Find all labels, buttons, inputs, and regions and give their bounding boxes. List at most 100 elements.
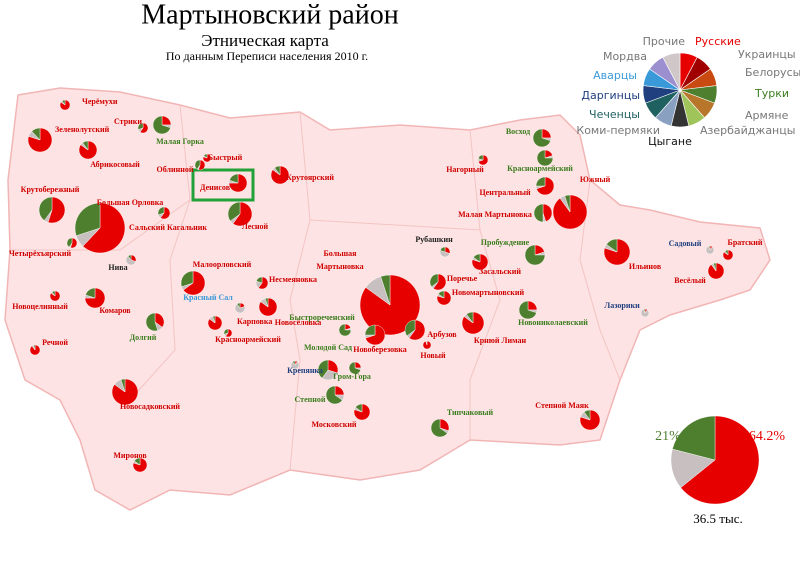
- settlement-label: Сальский Кагальник: [129, 223, 207, 232]
- settlement-label: Новомартыновский: [452, 288, 525, 297]
- pie-slice: [47, 196, 66, 224]
- settlement-label: Ильинов: [629, 262, 662, 271]
- pie-slice: [564, 194, 571, 213]
- pie-slice: [536, 149, 554, 167]
- pie-slice: [439, 246, 446, 253]
- pie-slice: [51, 290, 56, 297]
- pie-slice: [160, 206, 171, 220]
- pie-slice: [139, 122, 149, 134]
- settlement-label: Облинной: [157, 165, 194, 174]
- settlement-label: Малоорловский: [193, 260, 252, 269]
- pie-slice: [532, 128, 551, 148]
- pie-slice: [439, 250, 451, 258]
- pie-slice: [404, 319, 416, 337]
- pie-slice: [61, 99, 66, 106]
- pie-slice: [518, 300, 537, 320]
- settlement-label: Черёмухи: [82, 97, 118, 106]
- pie-slice: [724, 249, 729, 256]
- pie-slice: [258, 276, 269, 290]
- settlement-label: Несмеяновка: [269, 275, 317, 284]
- settlement-label: Новоберезовка: [353, 345, 407, 354]
- settlement-label: Арбузов: [427, 330, 457, 339]
- settlement-label: Новоцелинный: [12, 302, 68, 311]
- legend-label: Азербайджанцы: [700, 124, 795, 137]
- legend-label: Чеченцы: [589, 108, 640, 121]
- settlement-label: Новосёловка: [275, 318, 322, 327]
- settlement-label: Красноармейский: [215, 335, 281, 344]
- pie-slice: [364, 324, 376, 336]
- legend-label: Армяне: [745, 109, 789, 122]
- title: Мартыновский район: [141, 0, 398, 30]
- pie-slice: [203, 153, 208, 159]
- pie-slice: [713, 262, 717, 272]
- pie-slice: [430, 418, 448, 438]
- settlement-label: Денисов: [200, 183, 231, 192]
- pie-slice: [134, 457, 141, 466]
- settlement-label: Красный Сал: [183, 293, 233, 302]
- pie-slice: [325, 385, 343, 405]
- pie-slice: [433, 273, 447, 291]
- settlement-label: Большая Мартыновка: [316, 249, 363, 271]
- pie-slice: [225, 328, 233, 338]
- pie-slice: [477, 154, 484, 161]
- settlement-label: Крутоярский: [286, 173, 334, 182]
- legend-label: Аварцы: [593, 69, 637, 82]
- settlement-label: Крепянка: [287, 366, 323, 375]
- pie-slice: [31, 127, 41, 141]
- pie-slice: [408, 319, 426, 341]
- pie-slice: [425, 340, 428, 346]
- pie-slice: [157, 206, 165, 216]
- pie-slice: [429, 273, 439, 287]
- settlement-label: Долгий: [130, 333, 157, 342]
- total-turks-label: 21%: [655, 429, 681, 444]
- settlement-label: Лазорики: [604, 301, 640, 310]
- pie-slice: [212, 315, 216, 324]
- settlement-label: Речной: [42, 338, 68, 347]
- pie-slice: [471, 253, 489, 271]
- settlement-label: Рубашкин: [415, 235, 453, 244]
- pie-slice: [535, 176, 546, 187]
- settlement-label: Новосадковский: [120, 402, 180, 411]
- pie-slice: [583, 409, 591, 421]
- pie-slice: [606, 238, 618, 253]
- pie-slice: [120, 378, 126, 393]
- settlement-label: Быстрореченский: [289, 313, 355, 322]
- pie-slice: [228, 173, 248, 193]
- total-russian-label: 64.2%: [749, 429, 786, 444]
- pie-slice: [292, 360, 296, 366]
- pie-slice: [438, 290, 445, 299]
- settlement-label: Степной: [295, 395, 326, 404]
- pie-slice: [256, 276, 263, 284]
- pie-slice: [137, 122, 144, 130]
- settlement-label: Степной Маяк: [535, 401, 589, 410]
- pie-slice: [194, 159, 201, 170]
- settlement-label: Четырёхъярский: [9, 249, 72, 258]
- settlement-label: Карповка: [237, 317, 272, 326]
- settlement-label: Красноармейский: [507, 164, 573, 173]
- source: По данным Переписи населения 2010 г.: [166, 49, 368, 63]
- settlement-label: Молодой Сад: [304, 343, 352, 352]
- settlement-label: Поречье: [447, 274, 478, 283]
- pie-slice: [66, 237, 73, 248]
- pie-slice: [348, 361, 361, 375]
- settlement-label: Крнюй Лиман: [474, 336, 527, 345]
- pie-slice: [473, 253, 481, 263]
- pie-slice: [680, 415, 760, 505]
- legend-label: Турки: [754, 87, 789, 100]
- pie-slice: [466, 311, 474, 324]
- legend-label: Даргинцы: [581, 89, 640, 102]
- pie-slice: [227, 201, 241, 222]
- pie-slice: [82, 202, 126, 254]
- highlight-box: [191, 168, 255, 202]
- settlement-label: Южный: [580, 175, 611, 184]
- pie-slice: [708, 245, 711, 251]
- settlement-label: Большая Орловка: [97, 198, 164, 207]
- pie-slice: [533, 203, 544, 223]
- legend-label: Коми-пермяки: [576, 124, 660, 137]
- settlement-label: Зеленолутский: [55, 125, 110, 134]
- pie-slice: [125, 255, 137, 266]
- pie-slice: [234, 303, 246, 314]
- pie-slice: [542, 203, 553, 222]
- pie-slice: [183, 270, 206, 296]
